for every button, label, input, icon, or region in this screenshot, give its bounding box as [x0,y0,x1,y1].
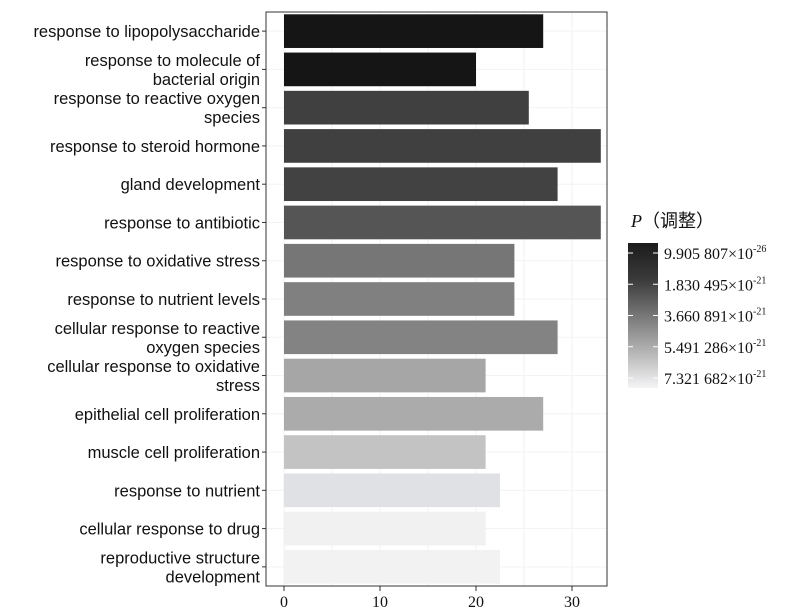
bar [284,14,544,48]
bars [284,14,601,584]
category-label: response to lipopolysaccharide [33,23,260,41]
bar [284,129,601,163]
x-tick-label: 0 [280,594,288,611]
x-tick-label: 30 [564,594,580,611]
category-label: response to reactive oxygen species [54,90,260,127]
bar [284,243,515,278]
legend-label: 1.830 495×10-21 [664,275,766,294]
category-label: gland development [121,176,261,194]
bar [284,205,601,240]
bar [284,90,529,125]
bar [284,320,558,355]
category-labels: response to lipopolysaccharide response t… [33,23,266,586]
category-label: response to antibiotic [104,215,260,233]
legend-title-rest: （调整） [642,211,714,231]
x-axis: 0 10 20 30 [280,586,580,611]
legend-label: 7.321 682×10-21 [664,369,766,388]
category-label: cellular response to drug [79,521,260,539]
bar [284,282,515,316]
category-label: response to molecule of bacterial origin [85,52,261,89]
bar [284,358,486,393]
x-tick-label: 20 [468,594,484,611]
category-label: cellular response to oxidative stress [47,358,260,395]
bar [284,396,544,431]
legend-title-italic: P [630,211,642,231]
bar [284,167,558,202]
legend: P（调整） 9.905 807×10-26 1.830 495×10-21 3.66… [628,211,766,388]
category-label: cellular response to reactive oxygen spec… [55,320,260,357]
legend-title: P（调整） [630,211,714,231]
bar [284,511,486,546]
legend-label: 3.660 891×10-21 [664,307,766,326]
category-label: response to nutrient levels [67,291,260,309]
legend-label: 9.905 807×10-26 [664,244,766,263]
legend-label: 5.491 286×10-21 [664,338,766,357]
category-label: reproductive structure development [100,549,260,586]
bar [284,473,500,508]
category-label: response to steroid hormone [50,138,260,156]
category-label: response to nutrient [114,482,260,500]
bar [284,550,500,584]
category-label: muscle cell proliferation [88,444,260,462]
bar [284,435,486,469]
bar [284,52,476,87]
category-label: epithelial cell proliferation [75,406,260,424]
category-label: response to oxidative stress [55,253,260,271]
x-tick-label: 10 [372,594,388,611]
